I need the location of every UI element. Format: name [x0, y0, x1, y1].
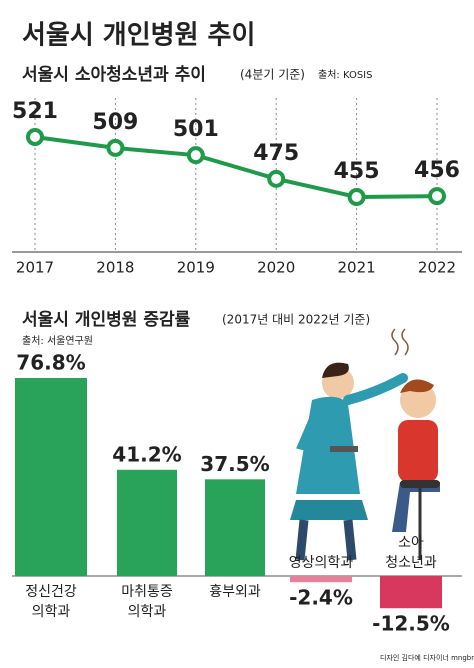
point — [347, 188, 366, 206]
data-label: 509 — [92, 110, 138, 135]
x-tick-label: 2017 — [16, 259, 54, 277]
x-tick-label-line: 의학과 — [128, 604, 167, 620]
chart-source: 출처: 서울연구원 — [22, 335, 93, 347]
data-label: 501 — [173, 117, 219, 142]
bar — [290, 576, 352, 583]
data-label: -2.4% — [289, 586, 353, 610]
chart-subtitle: (4분기 기준) — [240, 68, 305, 82]
bar — [380, 576, 442, 609]
x-tick-label: 흉부외과 — [209, 584, 261, 600]
x-tick-label-line: 의학과 — [32, 604, 71, 620]
line — [34, 135, 438, 200]
x-tick-label-line: 정신건강 — [25, 584, 77, 600]
point — [186, 146, 205, 165]
bar — [15, 378, 87, 576]
x-tick-label-line: 영상의학과 — [289, 555, 354, 571]
bar — [117, 469, 177, 576]
credit: 디자인 김다예 디자이너 mngbn@ — [380, 653, 474, 662]
chart-title: 서울시 개인병원 증감률 — [22, 310, 191, 330]
data-label: 475 — [253, 141, 299, 166]
illustration — [290, 328, 440, 561]
point — [26, 128, 44, 146]
point — [267, 169, 286, 188]
data-label: 456 — [414, 158, 460, 183]
chart-source: 출처: KOSIS — [318, 69, 372, 81]
x-tick-label-line: 흉부외과 — [209, 584, 261, 600]
x-tick-label-line: 소아 — [398, 535, 424, 551]
data-label: -12.5% — [372, 612, 450, 636]
data-label: 521 — [12, 99, 58, 124]
chart-subtitle: (2017년 대비 2022년 기준) — [222, 313, 370, 327]
point — [106, 138, 125, 157]
data-label: 37.5% — [200, 452, 269, 476]
bar — [205, 479, 265, 576]
data-label: 76.8% — [16, 351, 85, 375]
x-tick-label: 2022 — [418, 259, 456, 277]
x-tick-label: 영상의학과 — [289, 555, 354, 571]
data-label: 41.2% — [112, 442, 181, 466]
x-tick-label: 2020 — [257, 259, 295, 277]
data-label: 455 — [334, 159, 380, 184]
chart-title: 서울시 소아청소년과 추이 — [22, 64, 206, 85]
x-tick-label: 2018 — [96, 259, 134, 277]
x-tick-label-line: 마취통증 — [121, 584, 173, 600]
x-tick-label: 2021 — [338, 259, 376, 277]
x-tick-label-line: 청소년과 — [385, 555, 437, 571]
point — [428, 187, 446, 206]
x-tick-label: 2019 — [177, 259, 215, 277]
page-title: 서울시 개인병원 추이 — [22, 21, 255, 51]
